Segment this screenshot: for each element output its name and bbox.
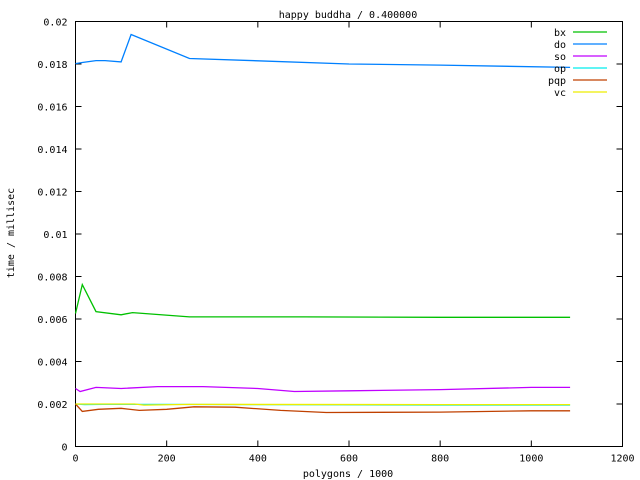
y-tick-label: 0.01 bbox=[43, 230, 67, 241]
y-tick-label: 0.012 bbox=[37, 188, 67, 199]
series-line-so bbox=[75, 385, 571, 393]
legend-label-bx: bx bbox=[554, 28, 566, 39]
y-tick-label: 0.02 bbox=[43, 18, 67, 29]
x-tick-label: 1000 bbox=[519, 454, 543, 465]
legend-label-op: op bbox=[554, 64, 566, 75]
legend-label-vc: vc bbox=[554, 88, 566, 99]
y-tick-label: 0.014 bbox=[37, 145, 67, 156]
y-tick-label: 0.004 bbox=[37, 358, 67, 369]
series-line-vc bbox=[75, 403, 571, 406]
x-tick-label: 0 bbox=[72, 454, 78, 465]
chart-title: happy buddha / 0.400000 bbox=[279, 10, 417, 21]
series-line-pqp bbox=[75, 403, 571, 414]
x-tick-label: 400 bbox=[249, 454, 267, 465]
plot-border bbox=[75, 21, 623, 447]
y-tick-label: 0.008 bbox=[37, 273, 67, 284]
y-tick-label: 0.006 bbox=[37, 315, 67, 326]
y-axis-label: time / millisec bbox=[6, 188, 17, 278]
legend-label-pqp: pqp bbox=[548, 76, 566, 87]
x-tick-label: 1200 bbox=[610, 454, 634, 465]
x-tick-label: 200 bbox=[158, 454, 176, 465]
x-axis-label: polygons / 1000 bbox=[303, 469, 393, 480]
x-tick-label: 800 bbox=[431, 454, 449, 465]
legend-label-so: so bbox=[554, 52, 566, 63]
y-tick-label: 0.018 bbox=[37, 60, 67, 71]
y-tick-label: 0.002 bbox=[37, 400, 67, 411]
series-line-bx bbox=[74, 282, 571, 318]
x-tick-label: 600 bbox=[340, 454, 358, 465]
y-tick-label: 0 bbox=[61, 443, 67, 454]
series-line-do bbox=[75, 33, 571, 69]
legend-label-do: do bbox=[554, 40, 566, 51]
y-tick-label: 0.016 bbox=[37, 103, 67, 114]
